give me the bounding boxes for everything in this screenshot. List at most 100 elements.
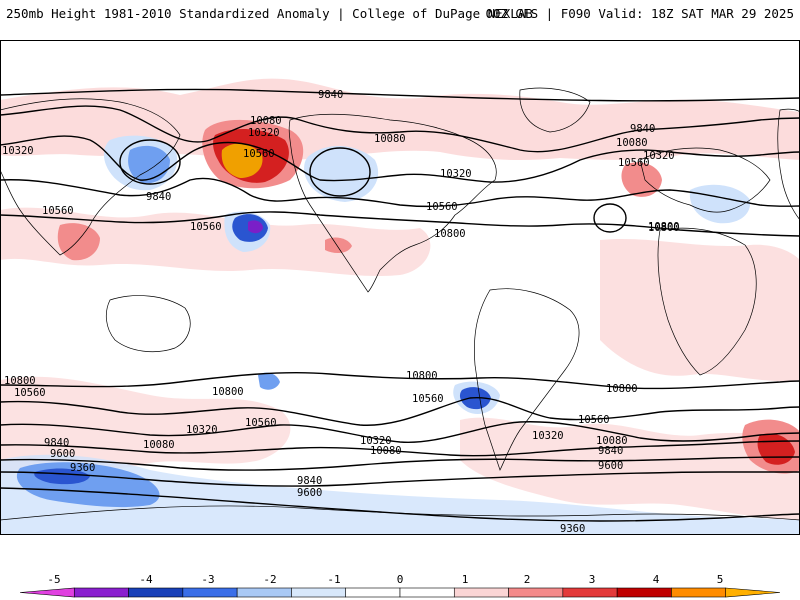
map-title: 250mb Height 1981-2010 Standardized Anom…	[6, 6, 533, 21]
colorbar-tick: 1	[462, 573, 469, 586]
colorbar-tick: 4	[653, 573, 660, 586]
colorbar-segment	[345, 587, 401, 598]
contour-label: 10800	[648, 221, 680, 233]
contour-10320-south	[0, 421, 800, 443]
anomaly-area-positive	[621, 162, 662, 197]
colorbar-tick: 3	[589, 573, 596, 586]
contour-label: 9840	[297, 475, 322, 487]
contour-label: 10320	[532, 430, 564, 442]
contour-label: 10560	[412, 393, 444, 405]
colorbar-segment	[291, 587, 347, 598]
colorbar-ticks: -5 -4 -3 -2 -1 0 1 2 3 4 5	[47, 573, 723, 586]
colorbar-tick: -5	[47, 573, 60, 586]
contour-label: 10320	[248, 127, 280, 139]
closed-low-contour	[119, 139, 181, 185]
anomaly-area-positive	[57, 223, 100, 261]
contour-label: 10800	[4, 375, 36, 387]
contour-10560-north	[0, 177, 800, 208]
contour-10080-south	[0, 440, 800, 457]
anomaly-area-positive	[600, 238, 800, 382]
contour-label: 10080	[374, 133, 406, 145]
colorbar-tick: 2	[524, 573, 531, 586]
africa-outline	[657, 227, 757, 376]
anomaly-area-negative	[128, 145, 170, 184]
contour-label: 9840	[146, 191, 171, 203]
contour-9840-south	[0, 456, 800, 471]
contour-label: 10320	[643, 150, 675, 162]
contour-label: 10800	[434, 228, 466, 240]
europe-outline	[639, 147, 771, 213]
south-america-outline	[474, 288, 580, 471]
contour-label: 9840	[44, 437, 69, 449]
contour-label: 10560	[190, 221, 222, 233]
contour-label: 10080	[616, 137, 648, 149]
colorbar: -5 -4 -3 -2 -1 0 1 2 3 4 5	[19, 573, 781, 598]
contour-10320-north	[0, 135, 800, 183]
colorbar-segment	[508, 587, 564, 598]
contour-label: 9840	[630, 123, 655, 135]
colorbar-segment	[19, 587, 75, 598]
contour-label: 10080	[143, 439, 175, 451]
colorbar-tick: 5	[717, 573, 724, 586]
anomaly-area-negative	[258, 372, 280, 390]
anomaly-area-negative	[34, 468, 90, 485]
contour-10800-north	[0, 211, 800, 237]
colorbar-segment	[725, 587, 781, 598]
australia-outline	[105, 295, 191, 353]
contour-label: 10560	[578, 414, 610, 426]
contour-label: 10560	[618, 157, 650, 169]
contour-label: 10800	[212, 386, 244, 398]
colorbar-tick: -2	[263, 573, 276, 586]
continent-outlines	[0, 87, 800, 521]
contour-label: 10560	[245, 417, 277, 429]
contour-label: 10320	[440, 168, 472, 180]
contour-label: 9600	[297, 487, 322, 499]
asia-east-edge-outline	[777, 108, 800, 221]
contour-10800-south	[0, 372, 800, 390]
greenland-outline	[519, 87, 591, 133]
contour-label: 10320	[360, 435, 392, 447]
model-run-info: 00Z GFS | F090 Valid: 18Z SAT MAR 29 202…	[485, 6, 794, 21]
colorbar-segment	[616, 587, 672, 598]
colorbar-segment	[128, 587, 184, 598]
north-america-outline	[288, 113, 497, 293]
colorbar-tick: -1	[327, 573, 340, 586]
colorbar-segment	[562, 587, 618, 598]
anomaly-map: 9840 10080 10320 10560 10320 10560 9840 …	[0, 40, 800, 535]
asia-outline	[0, 98, 181, 256]
contour-10560-south	[0, 396, 800, 426]
contour-label: 10800	[648, 222, 680, 234]
contour-label: 10320	[186, 424, 218, 436]
colorbar-segment	[671, 587, 727, 598]
contour-label: 10560	[426, 201, 458, 213]
contour-label: 9600	[598, 460, 623, 472]
contour-9840-north	[0, 88, 800, 102]
contour-label: 10800	[406, 370, 438, 382]
contour-label: 10560	[42, 205, 74, 217]
anomaly-area-negative	[248, 220, 263, 234]
contour-9600-south	[0, 471, 800, 487]
colorbar-segment	[453, 587, 509, 598]
contour-label: 9840	[318, 89, 343, 101]
colorbar-segments	[19, 587, 781, 598]
contour-label: 9840	[598, 445, 623, 457]
height-contours	[0, 88, 800, 522]
closed-low-contour	[593, 203, 627, 233]
anomaly-area-positive	[221, 143, 263, 178]
colorbar-segment	[236, 587, 292, 598]
contour-label: 9360	[560, 523, 585, 535]
contour-label: 10560	[243, 148, 275, 160]
contour-labels: 9840 10080 10320 10560 10320 10560 9840 …	[2, 89, 680, 535]
colorbar-tick: -4	[139, 573, 153, 586]
colorbar-segment	[399, 587, 455, 598]
colorbar-segment	[182, 587, 238, 598]
anomaly-area-negative	[304, 145, 379, 202]
contour-label: 10080	[596, 435, 628, 447]
contour-label: 10080	[370, 445, 402, 457]
contour-label: 10320	[2, 145, 34, 157]
contour-label: 10560	[14, 387, 46, 399]
colorbar-segment	[73, 587, 129, 598]
anomaly-area-positive	[325, 237, 352, 254]
contour-label: 10080	[250, 115, 282, 127]
colorbar-tick: -3	[201, 573, 214, 586]
